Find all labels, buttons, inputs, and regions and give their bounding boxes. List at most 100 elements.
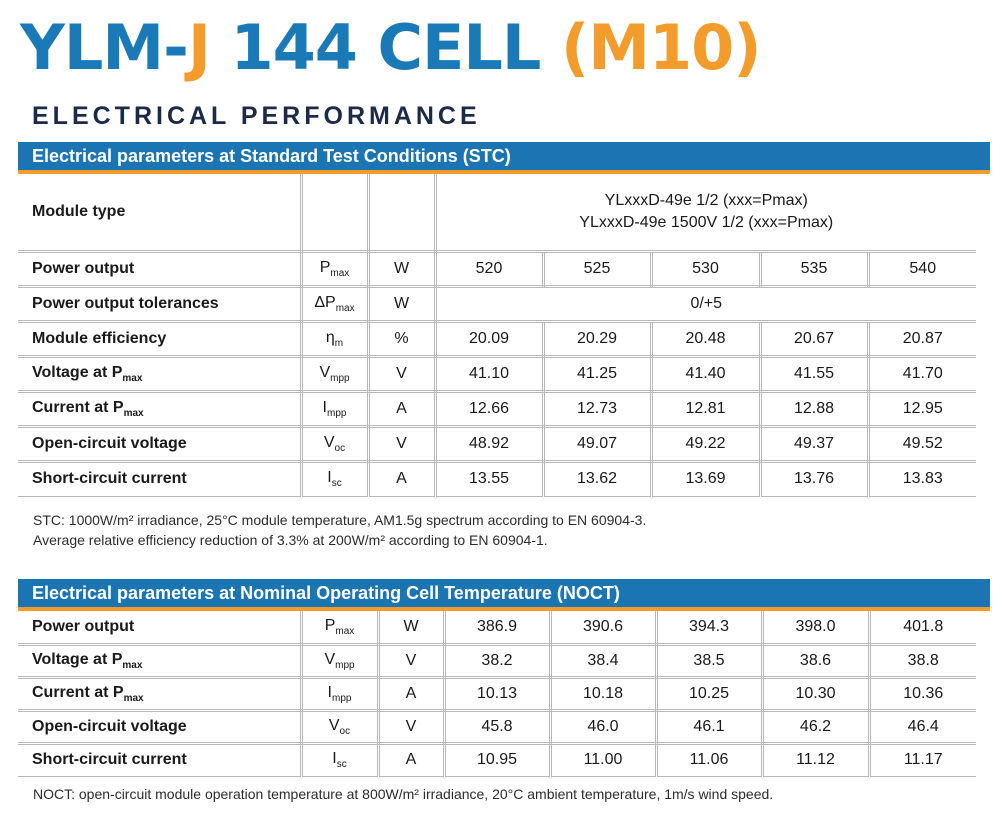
symbol-cell: Voc — [299, 424, 370, 463]
value-cell: 11.17 — [867, 741, 976, 777]
value-cell: 13.62 — [541, 459, 653, 497]
value-cell: 46.0 — [548, 708, 658, 745]
value-cell: 540 — [866, 249, 976, 288]
value-cell: 38.6 — [760, 642, 871, 679]
unit-cell: V — [366, 424, 437, 463]
table-row: Power output Pmax W 520 525 530 535 540 — [18, 249, 976, 288]
symbol: V — [324, 650, 336, 668]
value-cell: 48.92 — [433, 424, 545, 463]
parameter-label: Short-circuit current — [32, 751, 187, 768]
module-type-line-2: YLxxxD-49e 1500V 1/2 (xxx=Pmax) — [579, 213, 834, 231]
value-cell: 12.95 — [866, 389, 976, 428]
value-cell: 41.25 — [541, 354, 653, 393]
symbol-cell: Vmpp — [299, 354, 370, 393]
table-row: Current at Pmax Impp A 12.66 12.73 12.81 12.88… — [18, 389, 976, 428]
value-cell: 11.00 — [548, 741, 658, 777]
value-cell: 12.73 — [541, 389, 653, 428]
symbol: V — [328, 716, 340, 734]
value-cell: 10.95 — [442, 741, 552, 777]
value-cell: 38.5 — [654, 642, 764, 679]
value-cell: 398.0 — [760, 611, 871, 646]
symbol: I — [327, 469, 332, 486]
parameter-label: Module efficiency — [32, 329, 167, 347]
parameter-label-cell: Current at Pmax — [18, 675, 303, 712]
value-cell: 13.83 — [866, 459, 976, 497]
table-row: Voltage at Pmax Vmpp V 38.2 38.4 38.5 38.6 38.8 — [18, 642, 976, 679]
parameter-label-cell: Power output — [18, 249, 303, 288]
unit-cell: A — [366, 459, 437, 497]
symbol-cell: Vmpp — [299, 642, 380, 679]
symbol: V — [323, 433, 335, 451]
symbol: I — [322, 398, 327, 416]
table-row: Power output Pmax W 386.9 390.6 394.3 398.0 401… — [18, 611, 976, 646]
value-cell: 41.70 — [866, 354, 976, 393]
parameter-label: Power output — [32, 617, 135, 635]
unit-cell: V — [366, 354, 437, 393]
parameter-label: Current at P — [32, 398, 124, 416]
value-cell-span: 0/+5 — [433, 284, 976, 323]
value-cell: 49.22 — [649, 424, 762, 463]
value-cell: 20.29 — [541, 319, 653, 358]
value-cell: 10.30 — [760, 675, 871, 712]
parameter-label-cell: Short-circuit current — [18, 459, 303, 497]
value-cell: 20.09 — [433, 319, 545, 358]
unit-cell: % — [366, 319, 437, 358]
value-cell: 12.81 — [649, 389, 762, 428]
value-cell: 46.4 — [867, 708, 976, 745]
value-cell: 20.67 — [758, 319, 870, 358]
parameter-label: Short-circuit current — [32, 470, 187, 487]
noct-section-header: Electrical parameters at Nominal Operati… — [18, 579, 990, 611]
symbol-subscript: sc — [336, 759, 347, 770]
symbol: P — [319, 258, 331, 276]
symbol-subscript: sc — [331, 478, 342, 489]
table-row: Module efficiency ηm% 20.09 20.29 20.48 20.67… — [18, 319, 976, 358]
unit-cell: W — [376, 611, 446, 646]
value-cell: 49.37 — [758, 424, 870, 463]
stc-table: Module type YLxxxD-49e 1/2 (xxx=Pmax) YL… — [18, 174, 976, 497]
parameter-label-cell: Power output — [18, 611, 303, 646]
stc-footnote-2: Average relative efficiency reduction of… — [33, 532, 548, 548]
value-cell: 41.55 — [758, 354, 870, 393]
parameter-label-subscript: max — [123, 407, 144, 419]
value-cell: 49.52 — [866, 424, 976, 463]
value-cell: 390.6 — [548, 611, 658, 646]
parameter-label-cell: Open-circuit voltage — [18, 708, 303, 745]
value-cell: 12.66 — [433, 389, 545, 428]
parameter-label: Open-circuit voltage — [32, 717, 187, 735]
value-cell: 38.2 — [442, 642, 552, 679]
symbol-subscript: max — [335, 302, 355, 314]
table-row: Short-circuit current Isc A 13.55 13.62 13.69… — [18, 459, 976, 497]
module-type-line-1: YLxxxD-49e 1/2 (xxx=Pmax) — [604, 191, 808, 209]
value-cell: 41.40 — [649, 354, 762, 393]
empty-cell — [299, 174, 370, 253]
symbol-cell: Pmax — [299, 611, 380, 646]
symbol-subscript: mpp — [335, 659, 355, 671]
parameter-label-cell: Power output tolerances — [18, 284, 303, 323]
parameter-label-subscript: max — [123, 692, 144, 704]
parameter-label-cell: Voltage at Pmax — [18, 642, 303, 679]
symbol-cell: Impp — [299, 675, 380, 712]
symbol-subscript: m — [334, 337, 344, 349]
symbol-subscript: mpp — [330, 372, 350, 384]
unit-cell: V — [376, 708, 446, 745]
unit-cell: V — [376, 642, 446, 679]
value-cell: 13.69 — [649, 459, 762, 497]
symbol: I — [327, 683, 332, 701]
symbol-subscript: max — [335, 625, 355, 637]
table-row: Voltage at Pmax Vmpp V 41.10 41.25 41.40 41.55… — [18, 354, 976, 393]
value-cell: 20.87 — [866, 319, 976, 358]
symbol-cell: Impp — [299, 389, 370, 428]
parameter-label-cell: Open-circuit voltage — [18, 424, 303, 463]
symbol-subscript: max — [330, 267, 350, 279]
value-cell: 520 — [433, 249, 545, 288]
symbol-subscript: oc — [334, 442, 346, 454]
value-cell: 38.4 — [548, 642, 658, 679]
symbol-subscript: mpp — [332, 692, 352, 704]
section-subtitle: ELECTRICAL PERFORMANCE — [32, 102, 481, 130]
value-cell: 11.06 — [654, 741, 764, 777]
value-cell: 45.8 — [442, 708, 552, 745]
value-cell: 10.25 — [654, 675, 764, 712]
symbol-subscript: mpp — [327, 407, 347, 419]
value-cell: 13.55 — [433, 459, 545, 497]
parameter-label: Voltage at P — [32, 363, 123, 381]
